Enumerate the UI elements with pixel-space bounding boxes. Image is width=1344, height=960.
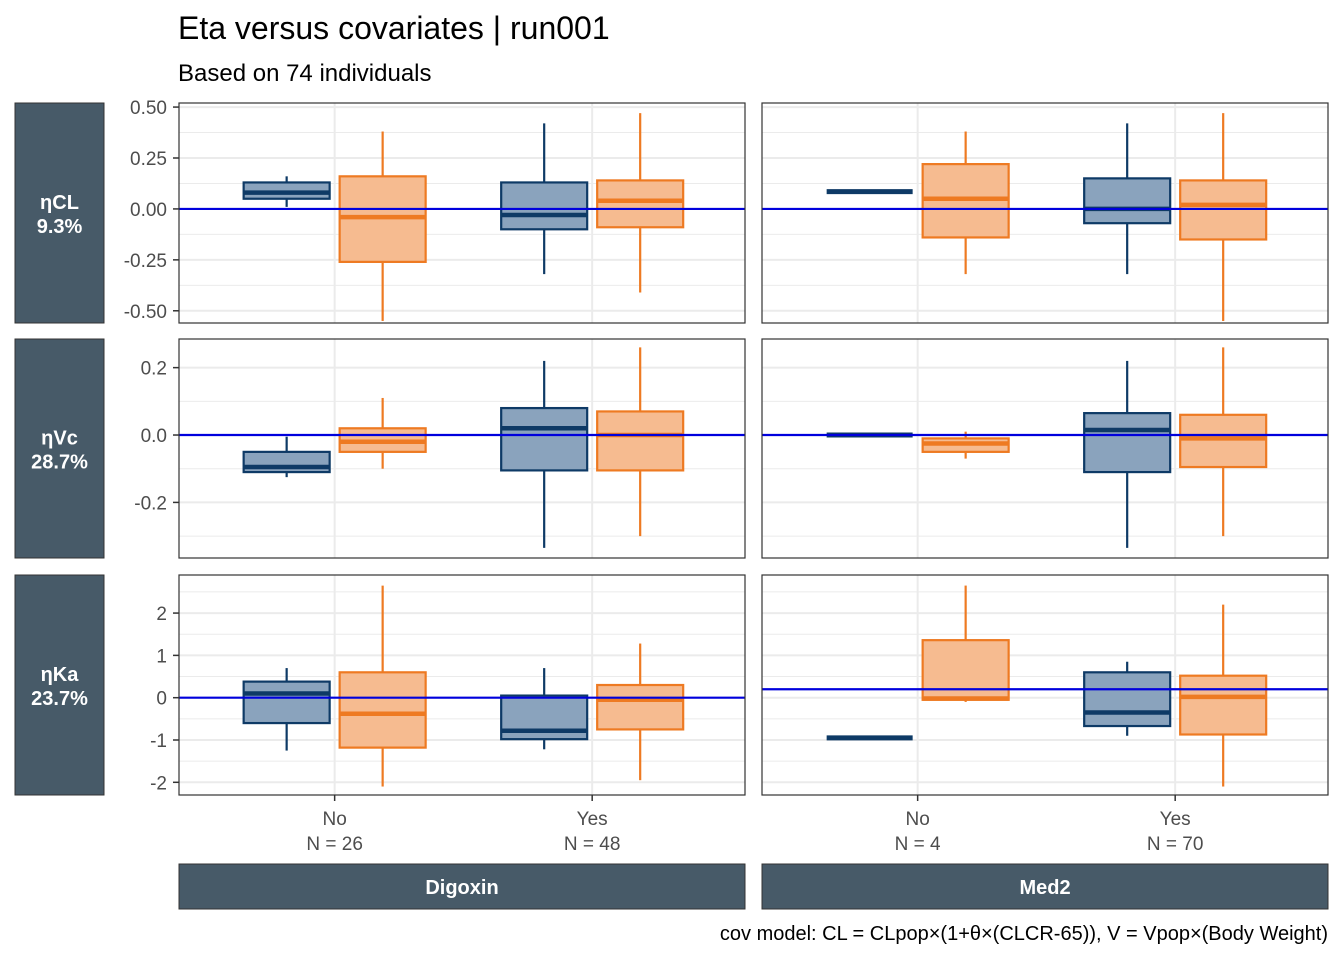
boxes-r1-c1 [761,338,1329,559]
row-strip-background [14,102,105,324]
panel-border [178,102,746,324]
box-yes-group1 [500,668,589,750]
x-tick-count: N = 26 [306,834,363,855]
box-iqr [596,683,685,731]
box-yes-group2 [1179,347,1268,537]
box-no-group1 [242,436,331,478]
y-tick-label: -0.25 [124,251,167,272]
panel-border [761,102,1329,324]
panel-border [761,338,1329,559]
box-no-group2 [921,131,1010,275]
x-axis-col-1: No N = 4 Yes N = 70 [895,795,1204,855]
box-yes-group1 [500,360,589,548]
y-tick-label: 0.50 [130,98,167,119]
box-iqr [1083,412,1172,474]
box-iqr [1083,671,1172,728]
row-strip-name: ηCL [40,192,79,214]
box-iqr [1083,177,1172,225]
y-tick-label: 0.0 [141,426,167,447]
y-tick-label: -2 [150,773,167,794]
row-strip-shrinkage: 23.7% [31,688,88,710]
box-yes-group1 [500,123,589,275]
y-tick-label: -0.50 [124,302,167,323]
y-tick-label: 1 [156,646,167,667]
chart-subtitle: Based on 74 individuals [178,60,432,87]
col-strip-0: Digoxin [178,863,746,910]
box-no-group2 [338,131,427,321]
row-strip-background [14,338,105,559]
row-strip-name: ηKa [41,664,80,686]
box-yes-group2 [596,643,685,781]
box-iqr [242,680,331,725]
y-axis-row-0: 0.50 0.25 0.00 -0.25 -0.50 [124,98,179,323]
y-tick-label: -1 [150,731,167,752]
boxes-r0-c1 [761,102,1329,324]
facet-panels: 0.50 0.25 0.00 -0.25 -0.50 0.2 0.0 -0.2 2 1 0 -1 -2 N… [14,98,1329,910]
chart-title: Eta versus covariates | run001 [178,10,610,46]
box-iqr [1179,674,1268,736]
x-tick-label: No [906,809,930,830]
box-iqr [1179,413,1268,469]
row-strip-shrinkage: 28.7% [31,452,88,474]
box-no-group2 [338,585,427,787]
box-yes-group2 [1179,604,1268,787]
x-tick-count: N = 4 [895,834,941,855]
x-tick-label: No [323,809,347,830]
x-tick-count: N = 48 [564,834,621,855]
panel-r2-c1 [762,575,1328,795]
col-strip-background [761,863,1329,910]
box-yes-group1 [1083,360,1172,548]
chart-caption: cov model: CL = CLpop×(1+θ×(CLCR-65)), V… [720,923,1328,945]
box-no-group2 [921,431,1010,459]
row-strip-shrinkage: 9.3% [37,216,83,238]
box-yes-group2 [596,113,685,293]
row-strip-background [14,574,105,796]
col-strip-label: Med2 [1019,877,1070,899]
box-iqr [338,671,427,749]
box-iqr [596,179,685,229]
box-iqr [500,406,589,472]
panel-border [178,338,746,559]
x-tick-label: Yes [1160,809,1191,830]
col-strip-background [178,863,746,910]
box-no-group1 [242,668,331,751]
boxes-r2-c0 [178,574,746,796]
x-tick-count: N = 70 [1147,834,1204,855]
boxes-r2-c1 [761,574,1329,796]
box-iqr [921,639,1010,701]
x-tick-label: Yes [577,809,608,830]
box-iqr [500,181,589,231]
y-tick-label: 0 [156,689,167,710]
boxes-r1-c0 [178,338,746,559]
row-strip-name: ηVc [41,428,78,450]
y-tick-label: 0.00 [130,200,167,221]
box-iqr [596,410,685,472]
y-tick-label: 0.25 [130,149,167,170]
x-axis-col-0: No N = 26 Yes N = 48 [306,795,620,855]
y-tick-label: -0.2 [134,493,167,514]
y-axis-row-1: 0.2 0.0 -0.2 [134,359,179,514]
boxes-r0-c0 [178,102,746,324]
y-tick-label: 0.2 [141,359,167,380]
y-tick-label: 2 [156,604,167,625]
panel-border [178,574,746,796]
box-no-group1 [242,176,331,207]
col-strip-label: Digoxin [425,877,498,899]
y-axis-row-2: 2 1 0 -1 -2 [150,604,179,794]
col-strip-1: Med2 [761,863,1329,910]
panel-border [761,574,1329,796]
box-yes-group1 [1083,661,1172,736]
